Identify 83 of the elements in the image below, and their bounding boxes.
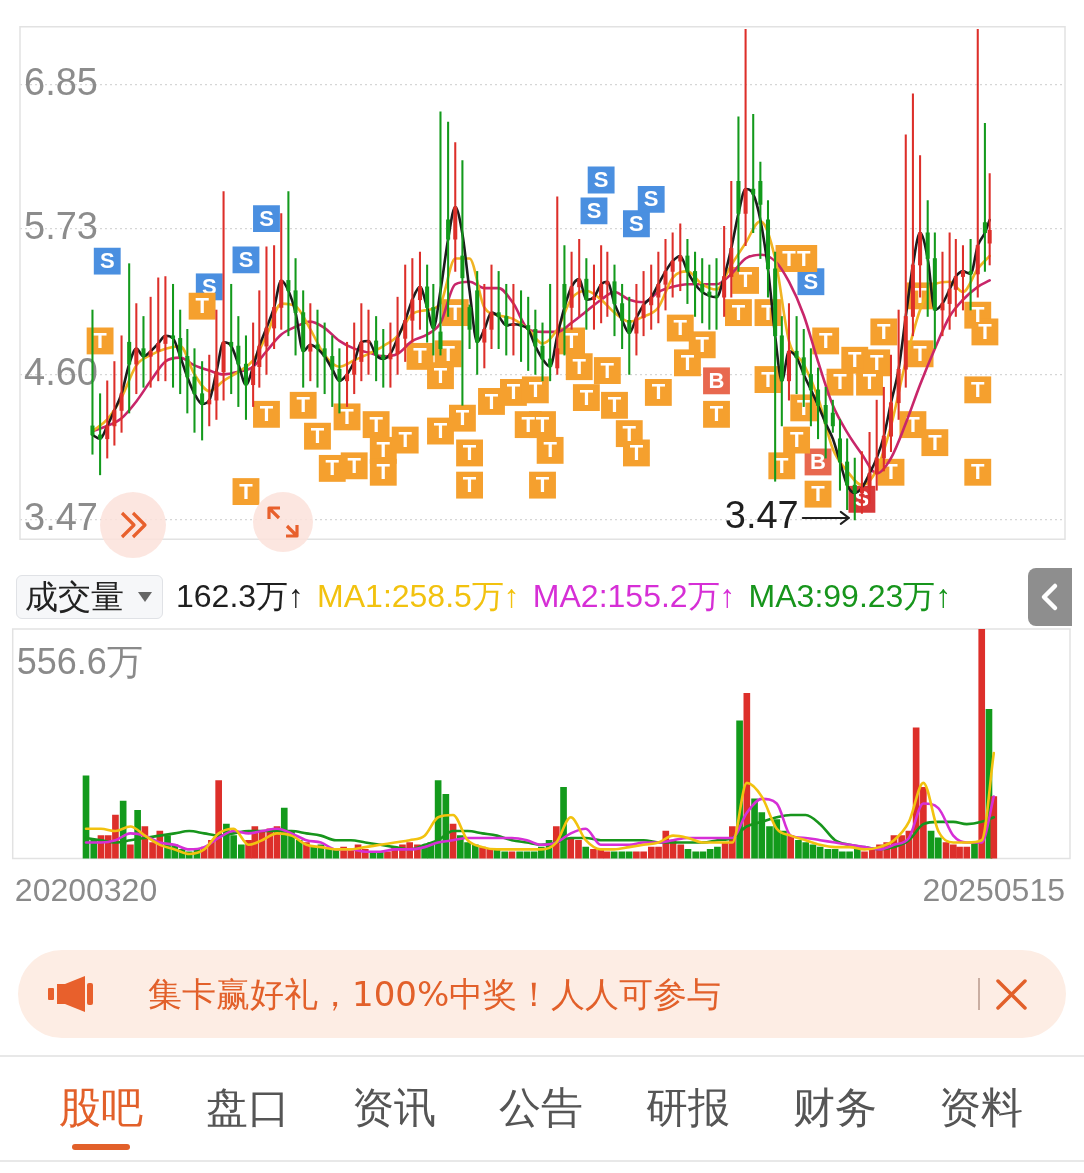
data-label: T xyxy=(369,411,384,437)
text: 资讯 xyxy=(352,1082,437,1134)
data-label: T xyxy=(195,293,210,319)
text: 财务 xyxy=(792,1082,877,1134)
data-label: T xyxy=(695,331,710,357)
bar xyxy=(127,844,134,859)
data-label: T xyxy=(484,388,499,414)
annotation: 3.47 xyxy=(724,494,799,537)
text: 资料 xyxy=(939,1082,1024,1134)
data-label: T xyxy=(579,384,594,410)
y-tick-label: 6.85 xyxy=(24,61,98,104)
data-label: T xyxy=(543,437,558,463)
y-tick-label: 3.47 xyxy=(24,496,98,539)
data-label: T xyxy=(535,411,550,437)
data-label: T xyxy=(535,472,550,498)
data-label: T xyxy=(433,418,448,444)
data-label: T xyxy=(600,357,615,383)
data-label: B xyxy=(708,367,725,393)
data-label: T xyxy=(971,376,986,402)
data-label: T xyxy=(239,478,254,504)
data-label: T xyxy=(572,353,587,379)
data-label: S xyxy=(593,167,609,193)
data-label: T xyxy=(833,369,848,395)
data-label: S xyxy=(238,246,254,272)
data-label: T xyxy=(455,405,470,431)
data-label: T xyxy=(521,411,536,437)
data-label: S xyxy=(643,186,659,212)
text: 盘口 xyxy=(205,1082,290,1134)
data-label: T xyxy=(462,472,477,498)
x-tick-label: 20200320 xyxy=(14,871,158,908)
data-label: T xyxy=(848,347,863,373)
text: MA1:258.5万↑ xyxy=(317,577,520,616)
data-label: T xyxy=(310,423,325,449)
data-label: T xyxy=(709,401,724,427)
data-label: T xyxy=(347,452,362,478)
text: 研报 xyxy=(645,1082,730,1134)
data-label: S xyxy=(586,197,602,223)
text: MA3:99.23万↑ xyxy=(748,577,952,616)
bar xyxy=(787,835,795,859)
data-label: T xyxy=(398,427,413,453)
data-label: T xyxy=(971,459,986,485)
text: 162.3万↑ xyxy=(176,577,305,616)
data-label: T xyxy=(259,401,274,427)
bar xyxy=(978,629,986,859)
data-label: T xyxy=(564,328,579,353)
data-label: T xyxy=(738,267,753,293)
bar xyxy=(582,846,590,859)
x-tick-label: 20250515 xyxy=(922,871,1065,908)
data-label: T xyxy=(818,328,833,353)
data-label: T xyxy=(906,411,921,437)
annotation: 556.6万 xyxy=(16,640,143,682)
text: MA2:155.2万↑ xyxy=(532,577,736,616)
data-label: T xyxy=(93,328,108,353)
data-label: T xyxy=(913,340,928,366)
data-label: T xyxy=(528,376,543,402)
data-label: T xyxy=(782,245,797,271)
data-label: T xyxy=(651,379,666,405)
data-label: B xyxy=(810,449,826,475)
data-label: T xyxy=(673,315,688,341)
data-label: T xyxy=(928,429,943,455)
data-label: T xyxy=(462,440,477,465)
data-label: S xyxy=(803,268,819,294)
chart-title: 成交量 xyxy=(25,576,124,618)
text: 公告 xyxy=(499,1082,584,1134)
data-label: T xyxy=(731,299,746,325)
data-label: T xyxy=(340,403,355,429)
data-label: S xyxy=(259,205,274,231)
data-label: T xyxy=(789,427,804,453)
data-label: T xyxy=(413,343,428,369)
text: 股吧 xyxy=(59,1082,143,1134)
data-label: T xyxy=(775,452,790,478)
data-label: S xyxy=(99,248,115,274)
data-label: T xyxy=(296,392,311,418)
data-label: T xyxy=(811,481,826,507)
banner: 集卡赢好礼，100%中奖！人人可参与 xyxy=(18,950,1066,1038)
data-label: S xyxy=(629,210,644,236)
data-label: T xyxy=(325,455,340,481)
data-label: T xyxy=(680,349,695,375)
y-tick-label: 5.73 xyxy=(24,205,98,248)
data-label: T xyxy=(877,318,892,344)
data-label: T xyxy=(506,379,521,405)
data-label: T xyxy=(607,392,622,418)
data-label: T xyxy=(797,245,812,271)
